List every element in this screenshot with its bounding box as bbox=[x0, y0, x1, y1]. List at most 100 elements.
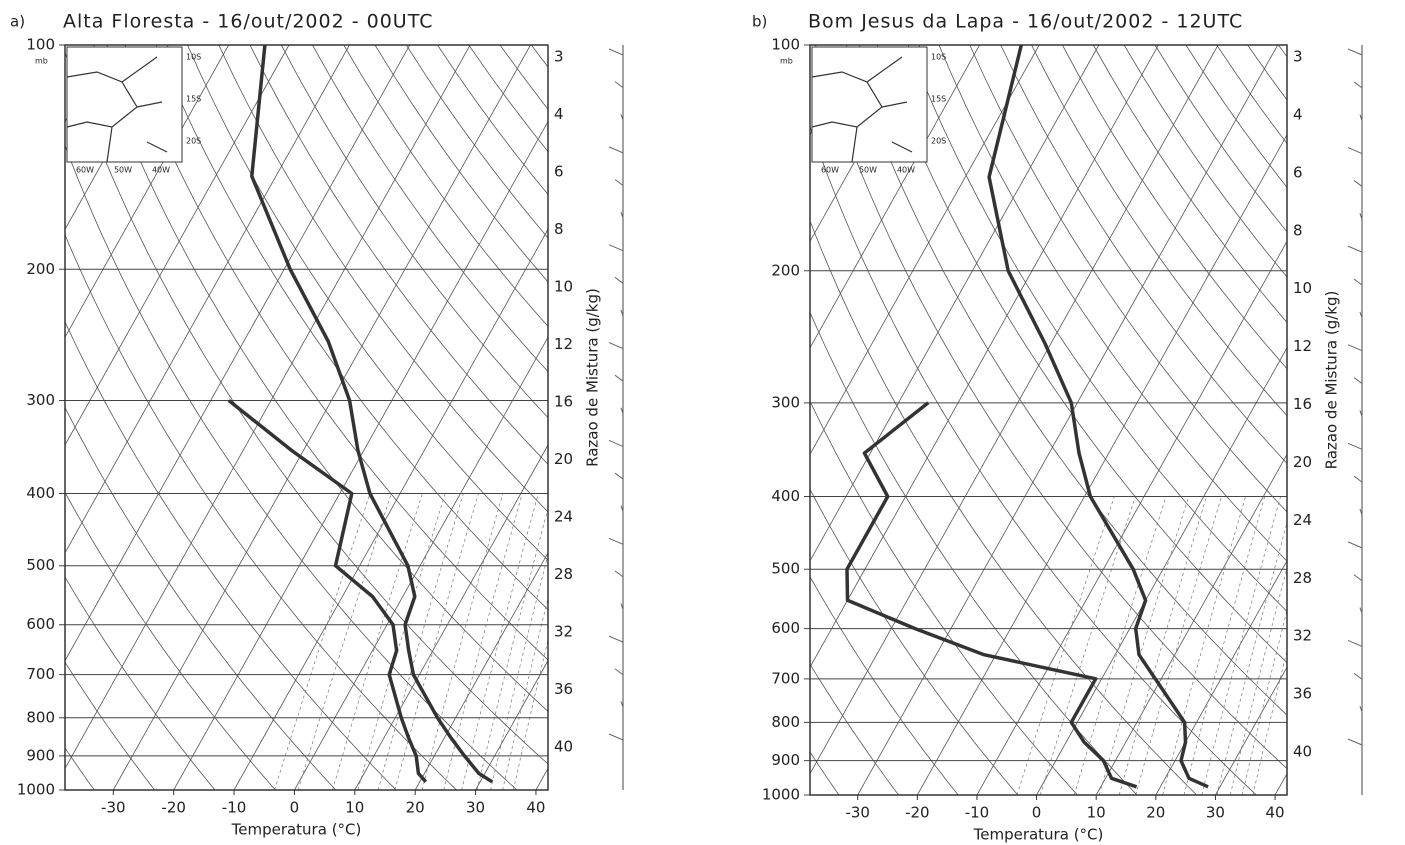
wind-barb bbox=[608, 635, 624, 643]
y-tick-label: 900 bbox=[26, 746, 55, 764]
dry-adiabat bbox=[938, 45, 1287, 562]
wind-barb bbox=[614, 179, 624, 186]
y-tick-label: 1000 bbox=[762, 786, 800, 804]
mixing-ratio-line bbox=[357, 493, 446, 790]
inset-lat-label: 15S bbox=[186, 95, 201, 104]
x-tick-label: 40 bbox=[1266, 804, 1285, 822]
wind-barb bbox=[614, 276, 624, 284]
isotherm bbox=[810, 45, 1100, 562]
inset-lon-label: 40W bbox=[152, 166, 170, 175]
mixing-ratio-label: 6 bbox=[1293, 163, 1303, 181]
dry-adiabat bbox=[530, 45, 548, 68]
dry-adiabat bbox=[249, 45, 548, 465]
wind-barb bbox=[1353, 81, 1363, 89]
inset-lon-label: 50W bbox=[114, 166, 132, 175]
mixing-ratio-line bbox=[274, 493, 371, 790]
mixing-ratio-line bbox=[476, 507, 548, 790]
isotherm bbox=[1335, 45, 1405, 795]
isotherm bbox=[65, 45, 411, 662]
dry-adiabat bbox=[1031, 45, 1287, 417]
wind-barb bbox=[608, 48, 624, 56]
dry-adiabat bbox=[1062, 45, 1287, 370]
y-tick-label: 600 bbox=[26, 615, 55, 633]
isotherm bbox=[65, 45, 229, 339]
y-tick-label: 500 bbox=[26, 556, 55, 574]
mixing-ratio-label: 32 bbox=[1293, 627, 1312, 645]
inset-lat-label: 10S bbox=[931, 53, 946, 62]
dry-adiabat bbox=[65, 576, 216, 790]
x-tick-label: -10 bbox=[222, 799, 247, 817]
inset-map bbox=[811, 46, 928, 163]
inset-lat-label: 15S bbox=[931, 95, 946, 104]
dry-adiabat bbox=[93, 45, 548, 712]
isotherm bbox=[321, 45, 741, 795]
isotherm bbox=[1036, 346, 1287, 795]
dry-adiabat bbox=[563, 45, 1405, 790]
x-tick-label: -30 bbox=[101, 799, 126, 817]
dry-adiabat bbox=[810, 219, 1197, 795]
dry-adiabat bbox=[65, 491, 276, 790]
wind-barb bbox=[614, 472, 624, 480]
y-tick-label: 700 bbox=[771, 669, 800, 687]
dry-adiabat bbox=[1278, 45, 1287, 58]
inset-borders bbox=[811, 56, 913, 163]
y-tick-label: 600 bbox=[771, 619, 800, 637]
x-tick-label: 20 bbox=[406, 799, 425, 817]
wind-barb bbox=[620, 701, 624, 708]
mixing-ratio-label: 16 bbox=[554, 393, 573, 411]
x-axis-label: Temperatura (°C) bbox=[231, 821, 362, 839]
y-tick-label: 800 bbox=[771, 713, 800, 731]
frame bbox=[64, 44, 549, 791]
wind-barb bbox=[1359, 508, 1363, 516]
mixing-ratio-label: 6 bbox=[554, 163, 564, 181]
isotherm bbox=[261, 45, 681, 795]
mixing-ratio-label: 10 bbox=[554, 278, 573, 296]
mixing-ratio-label: 3 bbox=[1293, 48, 1303, 66]
isotherm bbox=[294, 336, 548, 790]
wind-barb bbox=[1347, 738, 1363, 746]
inset-lon-label: 60W bbox=[821, 166, 839, 175]
wind-barb bbox=[1353, 278, 1363, 286]
dry-adiabat bbox=[810, 311, 1138, 795]
wind-barb bbox=[620, 603, 624, 610]
isotherm bbox=[65, 45, 471, 770]
wind-barb bbox=[1347, 48, 1363, 56]
frame bbox=[809, 44, 1288, 796]
y-tick-label: 1000 bbox=[17, 781, 55, 799]
y2-axis-label: Razao de Mistura (g/kg) bbox=[1323, 291, 1341, 470]
temperature-profile bbox=[987, 44, 1209, 789]
wind-barb bbox=[1359, 311, 1363, 319]
dry-adiabat bbox=[810, 400, 1078, 795]
isotherm bbox=[810, 45, 1219, 775]
mixing-ratio-line bbox=[1252, 648, 1287, 795]
wind-barb bbox=[1353, 672, 1363, 680]
mixing-ratio-label: 28 bbox=[554, 565, 573, 583]
mixing-ratio-label: 40 bbox=[554, 738, 573, 756]
isotherm bbox=[1155, 559, 1287, 795]
isotherm bbox=[173, 120, 548, 790]
y-tick-label: 900 bbox=[771, 751, 800, 769]
x-tick-label: 40 bbox=[526, 799, 545, 817]
dry-adiabat bbox=[65, 406, 337, 790]
y-tick-label: 100 bbox=[26, 36, 55, 54]
mixing-ratio-line bbox=[1183, 496, 1266, 795]
mixing-ratio-line bbox=[377, 493, 464, 790]
wind-barb bbox=[620, 407, 624, 414]
mixing-ratio-label: 36 bbox=[1293, 685, 1312, 703]
panel: 3468101216202428323640100200300400500600… bbox=[261, 11, 1405, 844]
mixing-ratio-line bbox=[1201, 496, 1281, 795]
dewpoint-profile bbox=[845, 401, 1138, 789]
x-tick-label: 30 bbox=[1206, 804, 1225, 822]
y-tick-label: 800 bbox=[26, 708, 55, 726]
dry-adiabat bbox=[846, 45, 1287, 716]
wind-barb bbox=[1347, 442, 1363, 450]
wind-barb bbox=[1353, 377, 1363, 384]
mixing-ratio-label: 40 bbox=[1293, 743, 1312, 761]
inset-lat-label: 20S bbox=[186, 137, 201, 146]
y2-axis-label: Razao de Mistura (g/kg) bbox=[584, 288, 602, 467]
x-tick-label: 10 bbox=[1087, 804, 1106, 822]
mixing-ratio-label: 24 bbox=[1293, 511, 1312, 529]
wind-barb bbox=[1359, 114, 1363, 121]
inset-map bbox=[66, 46, 183, 163]
isotherm bbox=[1215, 666, 1287, 795]
